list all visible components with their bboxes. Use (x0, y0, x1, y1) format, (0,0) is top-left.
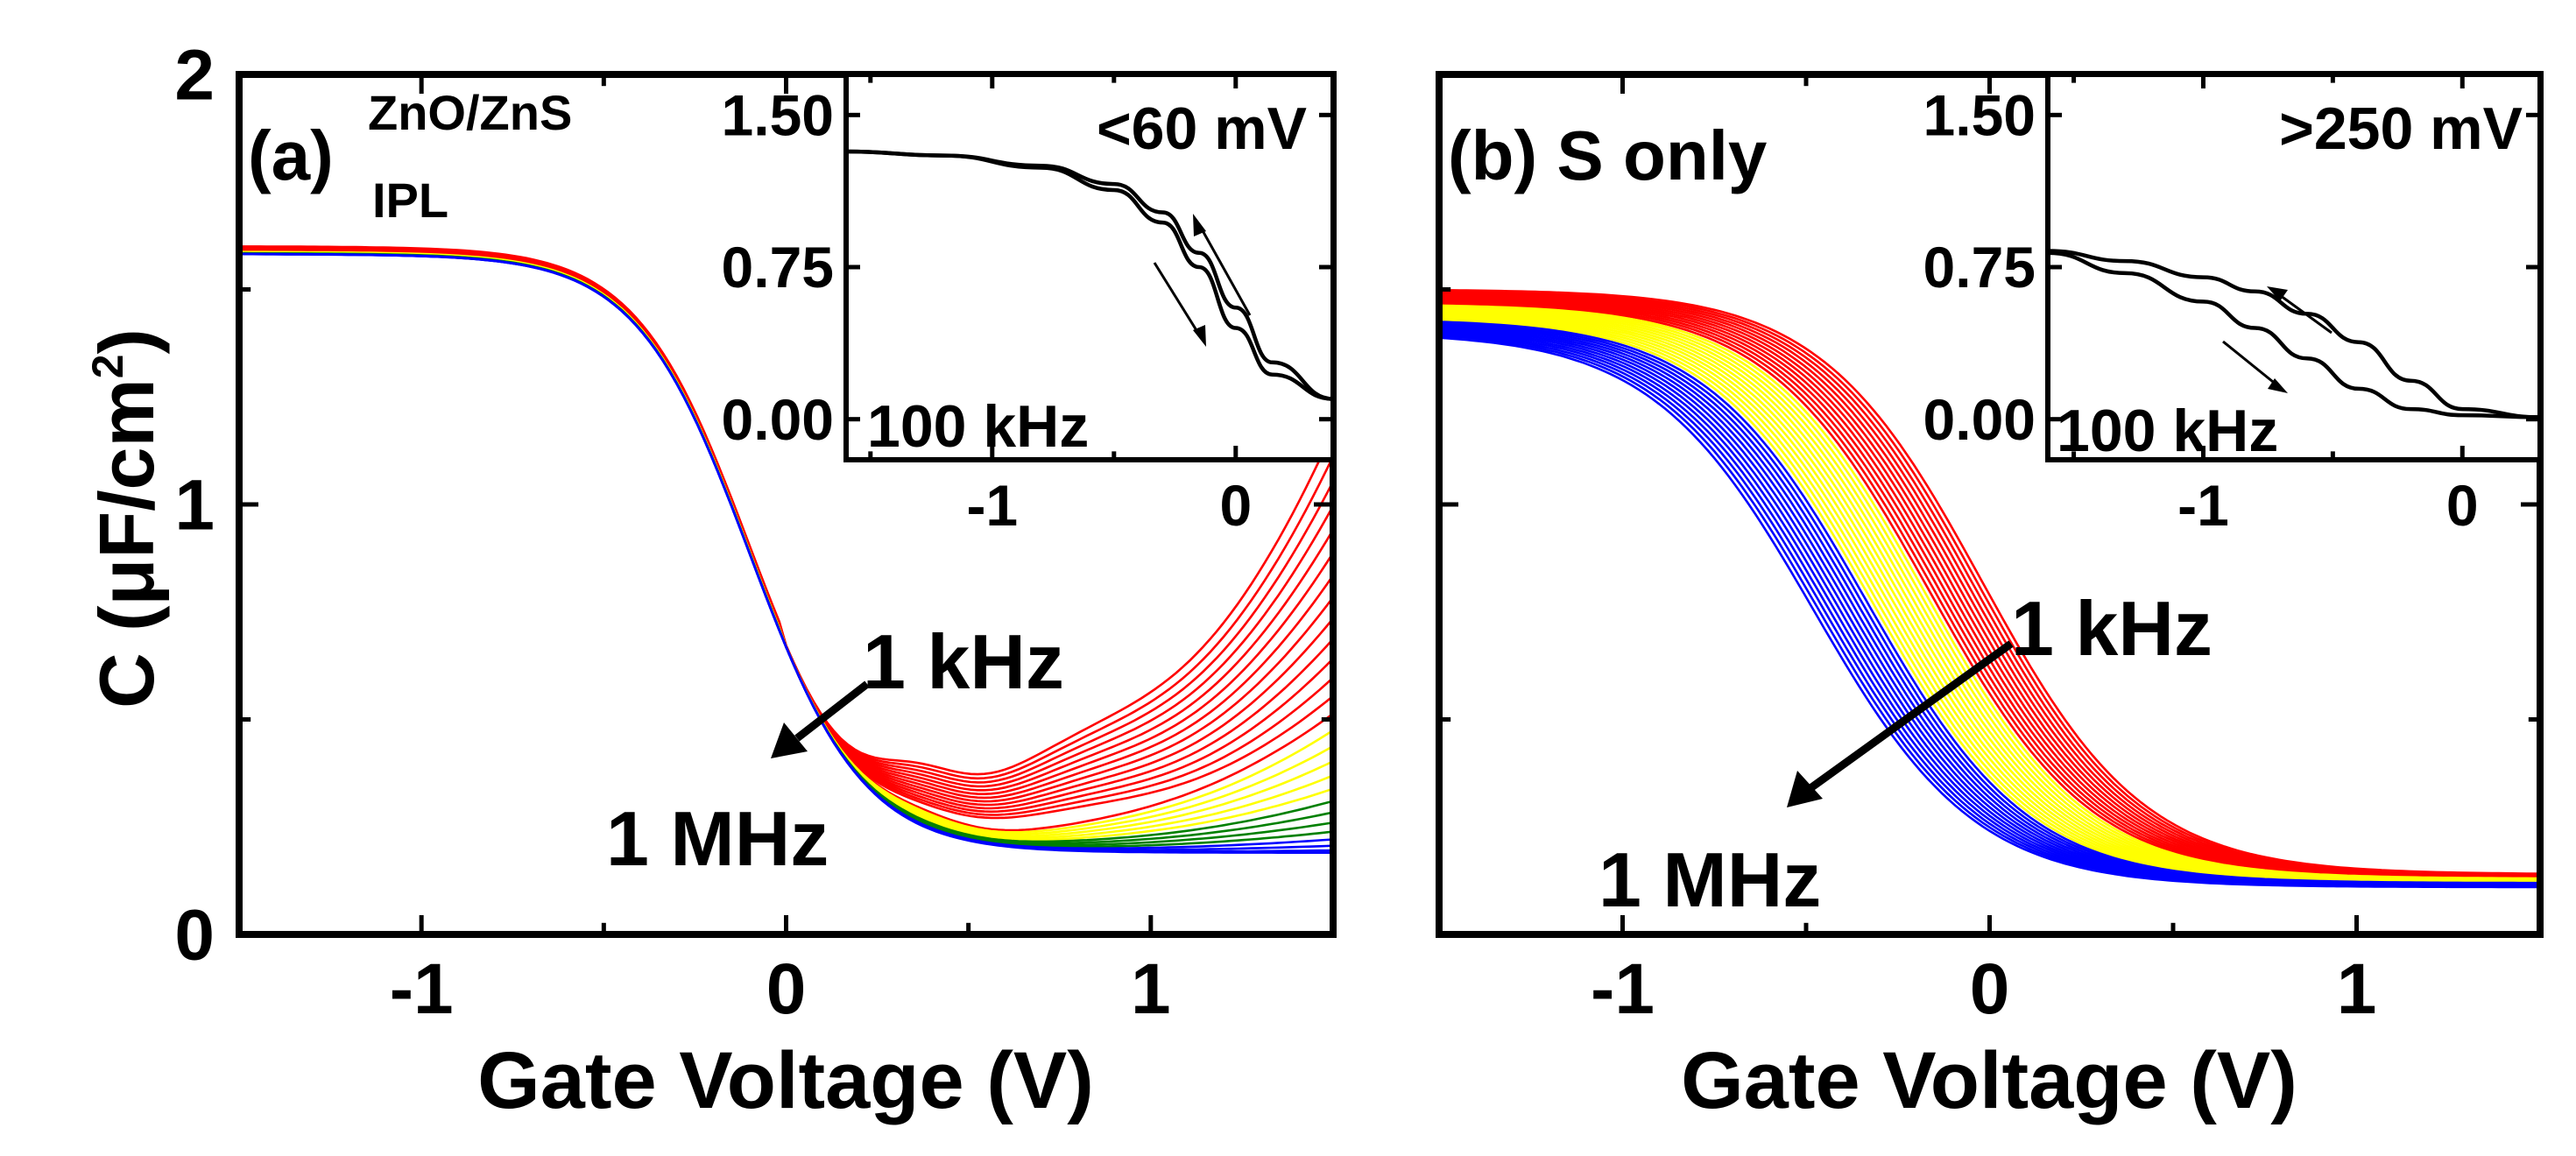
y-axis-label-sup: 2 (83, 354, 132, 378)
panel-b-annotation-low: 1 MHz (1599, 836, 1821, 923)
panel-a-inset-ticks (846, 74, 1333, 460)
x-tick-label: -1 (1591, 949, 1655, 1029)
y-tick-label: 0.00 (722, 387, 834, 452)
panel-a-xlabel: Gate Voltage (V) (477, 1036, 1094, 1125)
x-tick-label: -1 (966, 473, 1018, 538)
panel-a-inset-arrow-down-head (1193, 325, 1206, 347)
panel-b-label: (b) S only (1448, 116, 1768, 194)
panel-b-annotation-high: 1 kHz (2011, 585, 2213, 672)
panel-b-inset: -1 0 0.00 0.75 1.50 >250 mV 100 kHz (1923, 72, 2543, 538)
y-tick-label: 0.75 (722, 235, 834, 300)
panel-b-inset-series-line (2047, 250, 2541, 419)
panel-b-inset-arrow-left-shaft (2276, 292, 2333, 335)
panel-b-inset-title: >250 mV (2279, 95, 2523, 162)
panel-a-inset-arrow-up-head (1193, 214, 1206, 236)
panel-a-inset-curves (845, 149, 1334, 401)
y-tick-label: 1.50 (1923, 82, 2036, 147)
panel-b-inset-tick-labels: -1 0 0.00 0.75 1.50 (1923, 82, 2479, 538)
x-tick-label: 0 (1970, 949, 2010, 1029)
panel-a-freq-arrow-shaft (794, 680, 870, 742)
x-tick-label: 1 (2337, 949, 2377, 1029)
panel-a-label: (a) (248, 116, 334, 194)
panel-b-curves (1438, 289, 2541, 889)
panel-b-inset-arrow-right-shaft (2222, 340, 2278, 387)
y-tick-label: 1 (174, 466, 215, 546)
panel-a-freq-arrow-head (771, 722, 808, 758)
panel-a-inset-frequency: 100 kHz (867, 393, 1089, 460)
panel-b: -1 0 1 (b) S only Gate Voltage (V) 1 kHz 1… (1436, 71, 2544, 1125)
panel-b-inset-frequency: 100 kHz (2057, 398, 2278, 464)
panel-a-annotation-high: 1 kHz (863, 618, 1064, 705)
panel-b-freq-arrow-head (1787, 771, 1823, 807)
panel-a: -1 0 1 0 1 2 (a) ZnO/ZnS IPL Gate Voltage (V)… (174, 36, 1337, 1125)
panel-b-inset-ticks (2048, 74, 2540, 460)
x-tick-label: 0 (766, 949, 807, 1029)
y-tick-label: 2 (174, 36, 215, 116)
y-axis-label-main: C (μF/cm (83, 378, 170, 708)
x-tick-label: 0 (2446, 473, 2479, 538)
panel-b-xlabel: Gate Voltage (V) (1681, 1036, 2297, 1125)
panel-a-inset-arrow-up-shaft (1198, 225, 1252, 316)
panel-a-sublabel-1: ZnO/ZnS (368, 85, 572, 140)
x-tick-label: -1 (390, 949, 454, 1029)
y-tick-label: 0.00 (1923, 387, 2036, 452)
panel-b-inset-arrow-right-head (2268, 378, 2288, 393)
panel-a-curves (238, 245, 1335, 854)
y-axis-label: C (μF/cm2) (83, 328, 170, 708)
panel-a-inset-series-line (845, 149, 1334, 401)
y-tick-label: 0.75 (1923, 235, 2036, 300)
panel-a-sublabel-2: IPL (372, 173, 448, 228)
panel-a-tick-labels: -1 0 1 0 1 2 (174, 36, 1170, 1029)
x-tick-label: 1 (1131, 949, 1171, 1029)
panel-b-tick-labels: -1 0 1 (1591, 949, 2376, 1029)
panel-a-annotation-low: 1 MHz (606, 795, 829, 882)
panel-b-series-line (1438, 336, 2540, 889)
panel-a-inset: -1 0 0.00 0.75 1.50 <60 mV 100 kHz (722, 72, 1336, 538)
x-tick-label: 0 (1219, 473, 1252, 538)
panel-b-inset-arrow-left-head (2267, 286, 2288, 301)
panel-a-inset-frame (843, 72, 1336, 462)
y-axis-label-tail: ) (83, 328, 170, 354)
panel-a-inset-arrow-down-shaft (1153, 262, 1201, 335)
panel-b-freq-arrow-shaft (1808, 640, 2014, 792)
panel-a-inset-title: <60 mV (1097, 95, 1307, 162)
y-tick-label: 1.50 (722, 82, 834, 147)
panel-a-series-line (239, 252, 1333, 854)
x-tick-label: -1 (2177, 473, 2229, 538)
panel-a-inset-tick-labels: -1 0 0.00 0.75 1.50 (722, 82, 1253, 538)
y-tick-label: 0 (174, 896, 215, 976)
